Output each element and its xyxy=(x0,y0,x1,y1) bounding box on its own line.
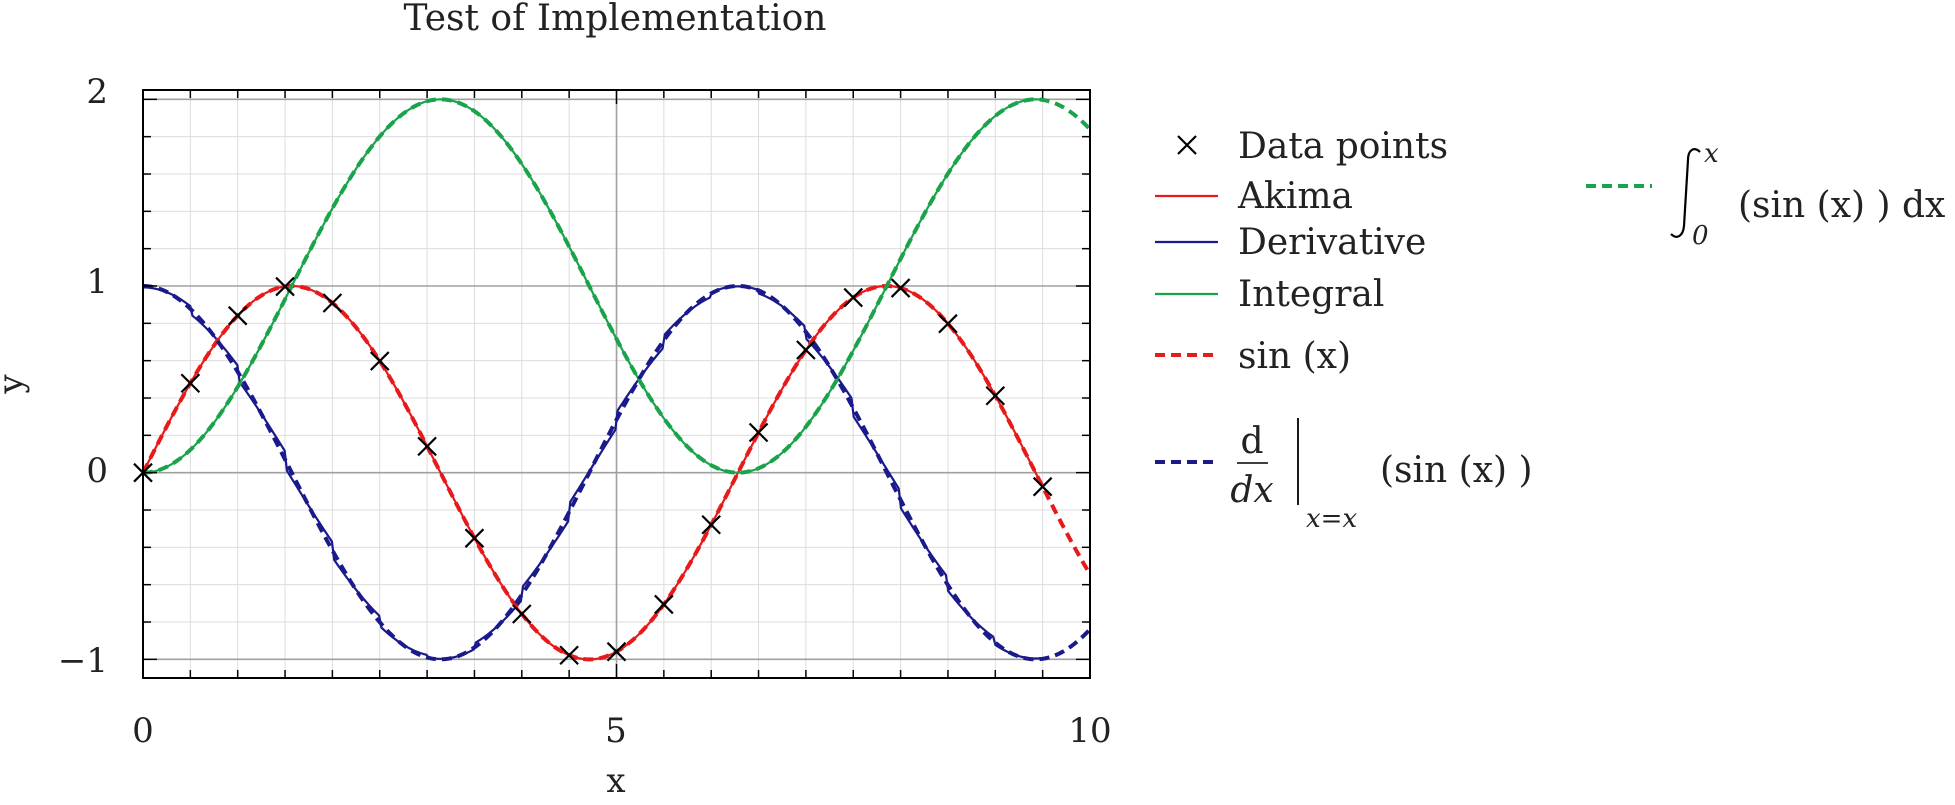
data-point-marker xyxy=(559,645,579,666)
legend-label-sin: sin (x) xyxy=(1238,336,1351,377)
y-tick-label-1: 1 xyxy=(86,262,108,302)
legend-label-integral: Integral xyxy=(1238,274,1384,315)
data-point-marker xyxy=(985,385,1006,406)
data-point-marker xyxy=(938,313,958,334)
y-axis-label: y xyxy=(0,374,31,395)
ticks-layer xyxy=(142,90,1091,678)
y-tick-label-0: 0 xyxy=(86,451,108,491)
chart-title: Test of Implementation xyxy=(404,0,827,39)
data-point-marker xyxy=(417,436,437,457)
legend-deriv-denominator: dx xyxy=(1230,470,1273,511)
x-tick-label-5: 5 xyxy=(605,711,627,751)
legend-item-data-points: Data points xyxy=(1177,126,1448,167)
data-point-marker xyxy=(464,528,485,548)
legend-deriv-subscript: x=x xyxy=(1306,504,1357,534)
legend-integral-upper: x xyxy=(1704,139,1719,169)
legend-deriv-argument: (sin (x) ) xyxy=(1380,450,1533,491)
data-point-marker xyxy=(748,422,769,443)
data-points-layer xyxy=(133,276,1053,666)
data-point-marker xyxy=(512,604,532,624)
data-point-marker xyxy=(843,287,864,308)
legend-item-integral: Integral xyxy=(1155,274,1384,315)
data-point-marker xyxy=(701,514,721,535)
legend-label-derivative: Derivative xyxy=(1238,222,1426,263)
data-point-marker xyxy=(369,351,390,371)
legend: Data points Akima Derivative Integral si… xyxy=(1155,126,1945,534)
x-marker-icon xyxy=(1177,135,1197,155)
series-line-5 xyxy=(142,97,1092,475)
data-point-marker xyxy=(275,276,295,297)
data-point-marker xyxy=(890,278,911,298)
legend-deriv-numerator: d xyxy=(1240,421,1263,462)
legend-integral-expression: (sin (x) ) dx xyxy=(1738,185,1945,226)
data-point-marker xyxy=(322,293,343,313)
legend-item-integral-exact: x 0 (sin (x) ) dx xyxy=(1586,139,1945,251)
series-layer xyxy=(141,97,1092,662)
series-line-1 xyxy=(142,285,1043,660)
legend-item-sin: sin (x) xyxy=(1155,336,1351,377)
legend-item-derivative: Derivative xyxy=(1155,222,1426,263)
x-tick-label-0: 0 xyxy=(132,711,154,751)
data-point-marker xyxy=(654,594,674,615)
y-tick-label-minus1: −1 xyxy=(58,641,108,681)
data-point-marker xyxy=(180,373,201,394)
x-tick-label-10: 10 xyxy=(1068,711,1111,751)
legend-label-akima: Akima xyxy=(1237,176,1353,217)
legend-item-akima: Akima xyxy=(1155,176,1353,217)
series-line-4 xyxy=(142,284,1092,662)
y-tick-label-2: 2 xyxy=(86,72,108,112)
integral-sign-icon xyxy=(1670,148,1701,238)
legend-label-data-points: Data points xyxy=(1238,126,1448,167)
legend-integral-lower: 0 xyxy=(1692,221,1709,251)
x-axis-label: x xyxy=(606,761,625,800)
data-point-marker xyxy=(1032,476,1053,497)
data-point-marker xyxy=(227,305,248,326)
data-point-marker xyxy=(606,641,627,662)
data-point-marker xyxy=(796,340,816,360)
legend-item-derivative-exact: d dx x=x (sin (x) ) xyxy=(1155,418,1533,534)
